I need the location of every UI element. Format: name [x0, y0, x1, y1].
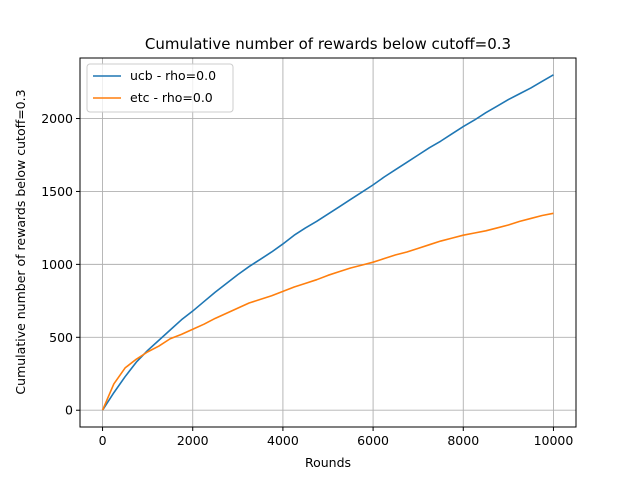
y-axis-label: Cumulative number of rewards below cutof…	[13, 89, 28, 394]
y-tick-label: 1000	[41, 257, 73, 272]
series-line-ucb	[101, 74, 554, 411]
y-tick-label: 2000	[41, 111, 73, 126]
y-tick-label: 500	[49, 330, 73, 345]
legend: ucb - rho=0.0 etc - rho=0.0	[86, 63, 234, 113]
series-line-etc	[101, 212, 554, 411]
legend-label-ucb: ucb - rho=0.0	[130, 68, 216, 83]
legend-label-etc: etc - rho=0.0	[130, 90, 213, 105]
plot-area-frame	[79, 57, 577, 428]
x-tick-label: 2000	[177, 433, 209, 448]
chart-title: Cumulative number of rewards below cutof…	[145, 35, 511, 53]
y-tick-label: 0	[65, 403, 73, 418]
y-tick-label: 1500	[41, 184, 73, 199]
x-tick-label: 4000	[267, 433, 299, 448]
x-tick-label: 10000	[534, 433, 574, 448]
x-tick-label: 0	[99, 433, 107, 448]
series-lines	[101, 74, 554, 411]
axis-ticks: 0 2000 4000 6000 8000 10000 0 500 1000 1500 2000	[41, 111, 573, 448]
x-tick-label: 8000	[447, 433, 479, 448]
x-axis-label: Rounds	[305, 455, 351, 470]
x-tick-label: 6000	[357, 433, 389, 448]
legend-box	[86, 63, 234, 113]
